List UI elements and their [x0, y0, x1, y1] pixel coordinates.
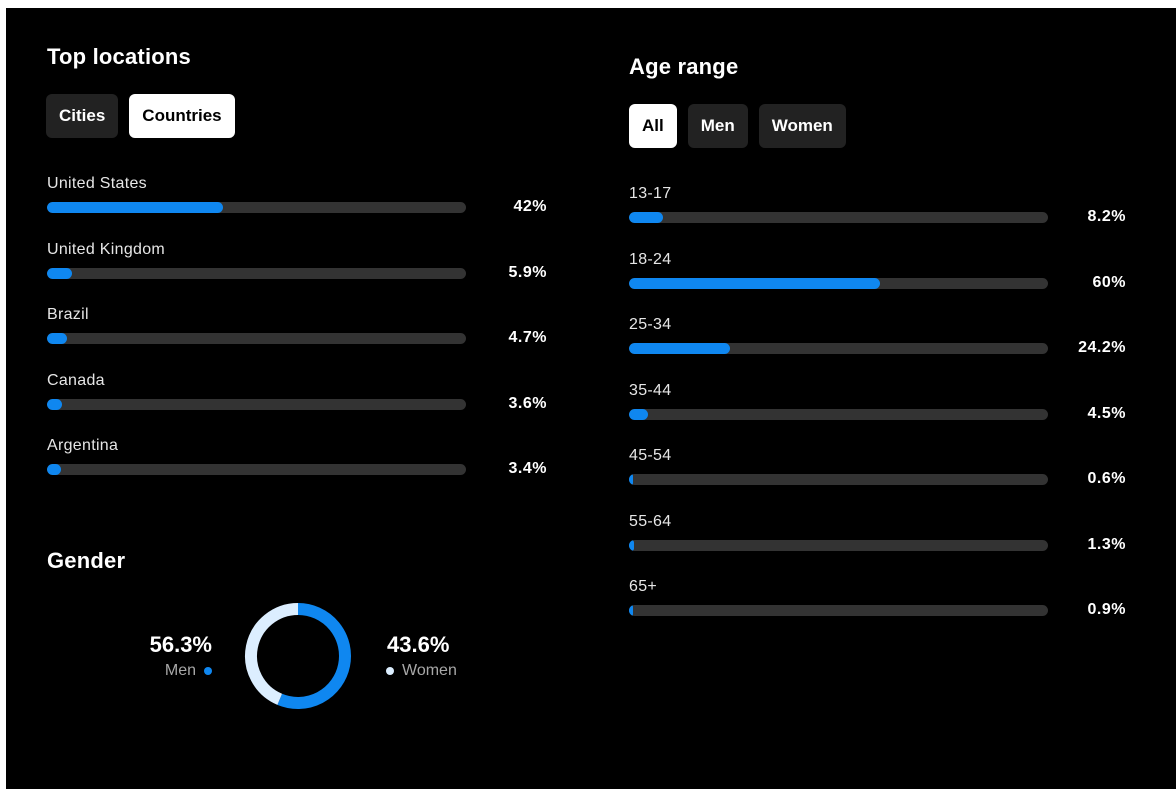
bar-value-label: 0.9%: [1087, 601, 1126, 618]
men-label: Men: [164, 662, 196, 679]
age-range-title: Age range: [629, 54, 739, 79]
bar-track: [629, 343, 1048, 354]
bar-row: 65+ 0.9%: [629, 578, 1139, 644]
bar-track: [629, 539, 1048, 551]
men-legend: Men: [165, 662, 212, 680]
bar-track: [629, 408, 1048, 420]
bar-row: 45-54 0.6%: [629, 447, 1139, 513]
bar-category-label: United States: [47, 175, 147, 192]
bar-value-label: 4.7%: [508, 329, 547, 346]
bar-row: 55-64 1.3%: [629, 513, 1139, 579]
bar-row: 35-44 4.5%: [629, 382, 1139, 448]
women-legend: Women: [386, 662, 457, 680]
bar-track: [629, 212, 1048, 223]
bar-track: [47, 267, 466, 279]
women-label: Women: [402, 662, 457, 679]
bar-row: 13-17 8.2%: [629, 185, 1139, 251]
bar-fill: [629, 408, 648, 420]
tab-men[interactable]: Men: [687, 104, 748, 148]
bar-value-label: 42%: [513, 198, 547, 215]
bar-row: Brazil 4.7%: [47, 306, 557, 372]
bar-category-label: 18-24: [629, 250, 672, 268]
bar-row: Canada 3.6%: [47, 372, 557, 438]
bar-track: [47, 398, 466, 410]
bar-fill: [629, 343, 731, 354]
bar-value-label: 0.6%: [1087, 470, 1126, 487]
bar-category-label: 25-34: [629, 316, 672, 333]
bar-category-label: 35-44: [629, 381, 672, 399]
gender-title: Gender: [47, 548, 126, 573]
bar-category-label: 65+: [629, 578, 658, 595]
bar-value-label: 4.5%: [1087, 404, 1126, 422]
top-locations-title: Top locations: [47, 44, 191, 69]
bar-track: [47, 333, 466, 344]
tab-cities[interactable]: Cities: [46, 94, 119, 138]
bar-track: [47, 464, 466, 475]
tab-countries[interactable]: Countries: [129, 94, 235, 138]
bar-row: United Kingdom 5.9%: [47, 241, 557, 307]
women-percent: 43.6%: [387, 632, 450, 657]
bar-track: [629, 277, 1048, 289]
tab-all[interactable]: All: [629, 104, 677, 148]
gender-chart: 56.3% Men 43.6% Women: [6, 598, 566, 718]
bar-category-label: 13-17: [629, 185, 672, 202]
donut-slice-women: [245, 603, 299, 705]
bar-fill: [629, 605, 633, 616]
donut-slice-men: [277, 603, 351, 709]
bar-fill: [629, 474, 633, 485]
bar-fill: [629, 539, 635, 551]
bar-fill: [47, 333, 67, 344]
bar-value-label: 1.3%: [1087, 535, 1126, 553]
age-tabs: All Men Women: [629, 104, 846, 148]
bar-fill: [629, 212, 664, 223]
bar-category-label: Brazil: [47, 306, 89, 323]
audience-panel: Top locations Cities Countries United St…: [6, 8, 1176, 789]
bar-track: [629, 605, 1048, 616]
bar-fill: [629, 277, 881, 289]
bar-category-label: Argentina: [47, 437, 119, 454]
bar-fill: [47, 267, 72, 279]
bar-category-label: Canada: [47, 371, 105, 389]
bar-value-label: 60%: [1092, 273, 1126, 291]
men-dot-icon: [204, 667, 212, 675]
bar-value-label: 5.9%: [508, 263, 547, 281]
bar-row: 25-34 24.2%: [629, 316, 1139, 382]
top-locations-chart: United States 42% United Kingdom 5.9% Brazil…: [47, 175, 557, 503]
bar-track: [629, 474, 1048, 485]
tab-women[interactable]: Women: [758, 104, 846, 148]
bar-row: United States 42%: [47, 175, 557, 241]
bar-row: Argentina 3.4%: [47, 437, 557, 503]
age-range-chart: 13-17 8.2% 18-24 60% 25-34 24.2% 35-44 4.5% 45-5…: [629, 185, 1139, 644]
bar-fill: [47, 398, 63, 410]
bar-fill: [47, 202, 223, 213]
bar-fill: [47, 464, 62, 475]
gender-donut: [245, 603, 351, 709]
bar-track: [47, 202, 466, 213]
bar-value-label: 8.2%: [1087, 208, 1126, 225]
men-percent: 56.3%: [149, 632, 212, 657]
bar-category-label: United Kingdom: [47, 240, 166, 258]
bar-category-label: 45-54: [629, 447, 672, 464]
bar-value-label: 3.4%: [508, 460, 547, 477]
bar-row: 18-24 60%: [629, 251, 1139, 317]
bar-value-label: 3.6%: [508, 394, 547, 412]
women-dot-icon: [386, 667, 394, 675]
location-tabs: Cities Countries: [46, 94, 235, 138]
bar-category-label: 55-64: [629, 512, 672, 530]
bar-value-label: 24.2%: [1078, 339, 1126, 356]
